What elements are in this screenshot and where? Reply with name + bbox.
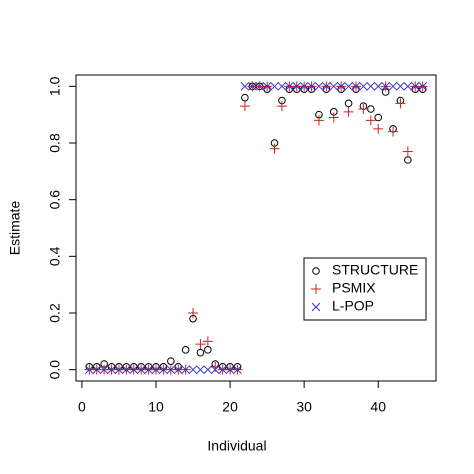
point: [329, 81, 339, 91]
point: [129, 365, 139, 375]
point: [151, 365, 161, 375]
point: [311, 302, 321, 312]
point: [311, 284, 321, 294]
point: [307, 81, 316, 91]
point: [262, 81, 272, 91]
y-tick-label: 0.0: [47, 360, 63, 380]
point: [418, 81, 428, 91]
point: [270, 81, 279, 91]
point: [136, 365, 146, 375]
legend-label: STRUCTURE: [332, 262, 418, 278]
point: [269, 143, 280, 154]
point: [92, 365, 102, 375]
point: [381, 81, 390, 91]
point: [255, 81, 265, 91]
point: [204, 346, 212, 354]
point: [188, 365, 198, 375]
point: [299, 81, 309, 91]
point: [107, 365, 116, 375]
point: [210, 365, 220, 375]
y-tick-label: 1.0: [47, 76, 63, 96]
point: [122, 365, 131, 375]
point: [241, 93, 249, 102]
y-tick-label: 0.8: [47, 133, 63, 153]
point: [247, 81, 257, 91]
point: [366, 81, 376, 91]
point: [196, 348, 205, 357]
point: [367, 105, 375, 113]
point: [292, 81, 302, 91]
point: [374, 113, 383, 122]
point: [365, 115, 376, 126]
point: [396, 81, 405, 91]
point: [284, 81, 294, 91]
point: [84, 365, 94, 375]
x-tick-label: 30: [296, 399, 312, 415]
point: [358, 104, 369, 114]
point: [225, 365, 235, 375]
point: [166, 365, 176, 375]
y-tick-label: 0.4: [47, 246, 63, 266]
point: [144, 365, 153, 375]
point: [202, 336, 213, 347]
point: [344, 81, 353, 91]
point: [343, 106, 354, 117]
point: [188, 308, 199, 318]
point: [328, 112, 339, 123]
point: [240, 81, 250, 91]
point: [99, 365, 109, 375]
point: [167, 357, 175, 365]
point: [114, 365, 124, 375]
point: [312, 267, 320, 275]
point: [388, 81, 398, 91]
point: [344, 99, 353, 108]
point: [403, 81, 413, 91]
point: [181, 346, 190, 354]
point: [239, 101, 250, 112]
point: [195, 339, 206, 350]
x-tick-label: 20: [222, 399, 238, 415]
point: [359, 81, 368, 91]
point: [373, 123, 384, 134]
point: [196, 365, 205, 375]
point: [233, 365, 242, 375]
x-tick-label: 0: [78, 399, 86, 415]
point: [322, 81, 331, 91]
point: [218, 365, 228, 375]
x-tick-label: 10: [148, 399, 164, 415]
point: [351, 81, 361, 91]
legend-box: [303, 257, 427, 321]
point: [373, 81, 383, 91]
point: [203, 365, 213, 375]
point: [336, 81, 346, 91]
y-tick-label: 0.6: [47, 190, 63, 210]
x-axis-label: Individual: [207, 438, 266, 454]
point: [173, 365, 183, 375]
point: [388, 126, 399, 137]
y-tick-label: 0.2: [47, 303, 63, 323]
point: [159, 365, 168, 375]
point: [395, 98, 406, 109]
point: [314, 81, 324, 91]
point: [404, 156, 412, 164]
plot-frame: [75, 74, 437, 382]
point: [402, 146, 413, 157]
point: [313, 115, 324, 126]
legend-label: PSMIX: [332, 280, 376, 296]
legend-label: L-POP: [332, 298, 374, 314]
x-tick-label: 40: [370, 399, 386, 415]
point: [277, 81, 287, 91]
point: [410, 81, 420, 91]
y-axis-label: Estimate: [7, 201, 23, 256]
point: [181, 365, 190, 375]
point: [276, 101, 287, 112]
